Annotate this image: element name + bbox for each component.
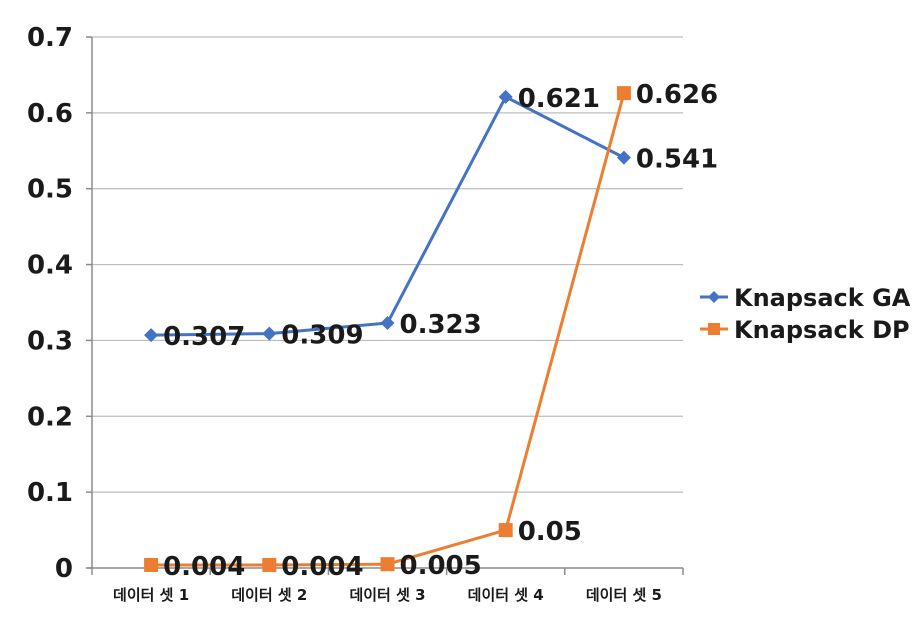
data-labels: 0.307 0.309 0.323 0.621 0.541 0.004 0.004 0.005… bbox=[163, 80, 718, 582]
dp-point bbox=[616, 86, 631, 101]
data-label: 0.621 bbox=[518, 84, 600, 114]
ga-point bbox=[144, 328, 159, 343]
ga-point bbox=[262, 326, 277, 341]
dp-point bbox=[262, 557, 277, 572]
legend-label: Knapsack DP bbox=[734, 316, 910, 344]
ga-point bbox=[498, 89, 513, 104]
y-tick-label: 0.7 bbox=[27, 23, 73, 53]
x-tick-label: 데이터 셋 5 bbox=[586, 586, 662, 604]
dp-point bbox=[380, 557, 395, 572]
ga-point bbox=[380, 315, 395, 330]
data-label: 0.004 bbox=[163, 552, 245, 582]
x-axis-ticks: 데이터 셋 1 데이터 셋 2 데이터 셋 3 데이터 셋 4 데이터 셋 5 bbox=[113, 586, 662, 604]
y-tick-label: 0.2 bbox=[27, 402, 73, 432]
x-tick-label: 데이터 셋 1 bbox=[113, 586, 189, 604]
y-tick-label: 0.1 bbox=[27, 478, 73, 508]
data-label: 0.004 bbox=[281, 552, 363, 582]
legend-marker bbox=[708, 291, 720, 303]
data-label: 0.307 bbox=[163, 322, 245, 352]
x-tick-label: 데이터 셋 4 bbox=[468, 586, 544, 604]
data-label: 0.323 bbox=[400, 310, 482, 340]
gridlines bbox=[92, 36, 683, 493]
data-label: 0.05 bbox=[518, 517, 582, 547]
dp-point bbox=[498, 523, 513, 538]
series-line-0 bbox=[151, 95, 625, 337]
y-axis-ticks: 0 0.1 0.2 0.3 0.4 0.5 0.6 0.7 bbox=[27, 23, 73, 584]
y-tick-label: 0 bbox=[55, 554, 73, 584]
y-tick-label: 0.5 bbox=[27, 175, 73, 205]
data-label: 0.309 bbox=[281, 321, 363, 351]
x-tick-label: 데이터 셋 3 bbox=[349, 586, 425, 604]
y-tick-label: 0.3 bbox=[27, 326, 73, 356]
dp-point bbox=[144, 557, 159, 572]
x-tick-label: 데이터 셋 2 bbox=[231, 586, 307, 604]
ga-point bbox=[616, 150, 631, 165]
legend-marker bbox=[708, 323, 720, 335]
y-tick-label: 0.4 bbox=[27, 251, 73, 281]
legend-label: Knapsack GA bbox=[734, 284, 911, 312]
y-tick-label: 0.6 bbox=[27, 99, 73, 129]
data-label: 0.005 bbox=[400, 551, 482, 581]
data-label: 0.541 bbox=[636, 145, 718, 175]
legend: Knapsack GA Knapsack DP bbox=[700, 284, 911, 344]
axes bbox=[86, 36, 684, 575]
data-label: 0.626 bbox=[636, 80, 718, 110]
series-group bbox=[144, 86, 631, 572]
